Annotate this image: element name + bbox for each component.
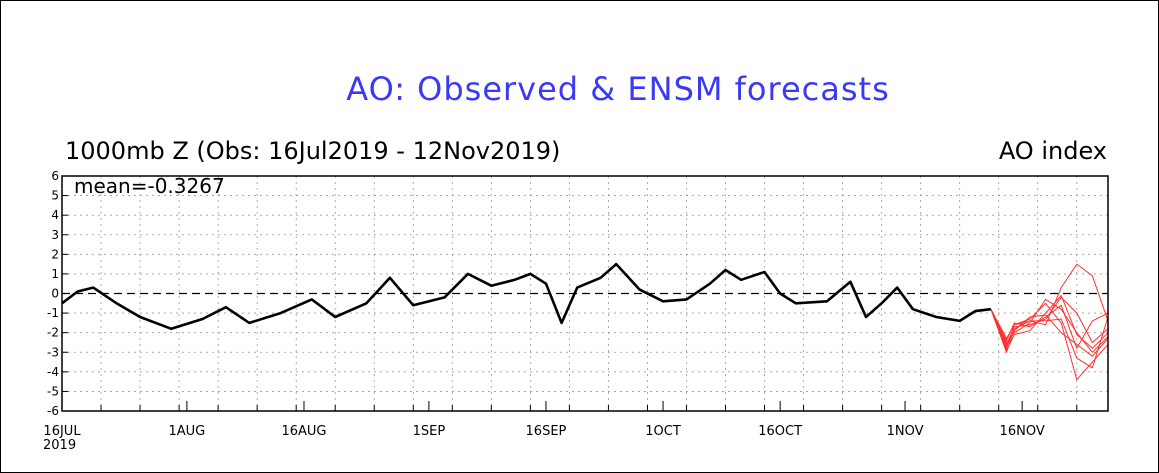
y-tick-label: -5 — [47, 384, 59, 398]
chart-title: AO: Observed & ENSM forecasts — [346, 70, 889, 108]
y-tick-label: -2 — [47, 326, 59, 340]
grid-lines — [62, 176, 1108, 411]
mean-annotation: mean=-0.3267 — [74, 174, 225, 198]
y-axis-ticks: 6 5 4 3 2 1 0 -1 -2 -3 -4 -5 -6 — [47, 169, 68, 418]
x-tick-label: 16AUG — [281, 424, 326, 439]
x-axis-ticks: 16JUL 1AUG 16AUG 1SEP 16SEP 1OCT 16OCT 1NOV 16NO… — [43, 401, 1078, 439]
x-tick-label: 1OCT — [645, 424, 681, 439]
x-axis-year-label: 2019 — [43, 438, 76, 453]
forecast-series-line — [990, 295, 1109, 351]
y-tick-label: 1 — [51, 267, 59, 281]
y-tick-label: -6 — [47, 404, 59, 418]
chart-subtitle-right: AO index — [999, 137, 1107, 165]
y-tick-label: 6 — [51, 169, 59, 183]
forecast-series-group — [990, 263, 1109, 381]
x-tick-label: 1AUG — [169, 424, 206, 439]
y-tick-label: 2 — [51, 247, 59, 261]
x-tick-label: 16NOV — [1000, 424, 1045, 439]
x-tick-label: 16JUL — [43, 424, 81, 439]
observed-series-group — [61, 262, 992, 331]
y-tick-label: -4 — [47, 365, 59, 379]
y-tick-label: 5 — [51, 189, 59, 203]
chart-subtitle-left: 1000mb Z (Obs: 16Jul2019 - 12Nov2019) — [65, 137, 560, 165]
x-tick-label: 16OCT — [758, 424, 802, 439]
y-tick-label: -1 — [47, 306, 59, 320]
y-tick-label: 3 — [51, 228, 59, 242]
x-tick-label: 1SEP — [413, 424, 446, 439]
y-tick-label: 0 — [51, 287, 59, 301]
observed-series-line — [61, 262, 992, 331]
y-tick-label: -3 — [47, 345, 59, 359]
forecast-series-line — [990, 296, 1109, 345]
x-tick-label: 1NOV — [887, 424, 924, 439]
x-tick-label: 16SEP — [526, 424, 567, 439]
forecast-series-line — [990, 308, 1109, 369]
y-tick-label: 4 — [51, 208, 59, 222]
forecast-series-line — [990, 309, 1109, 357]
